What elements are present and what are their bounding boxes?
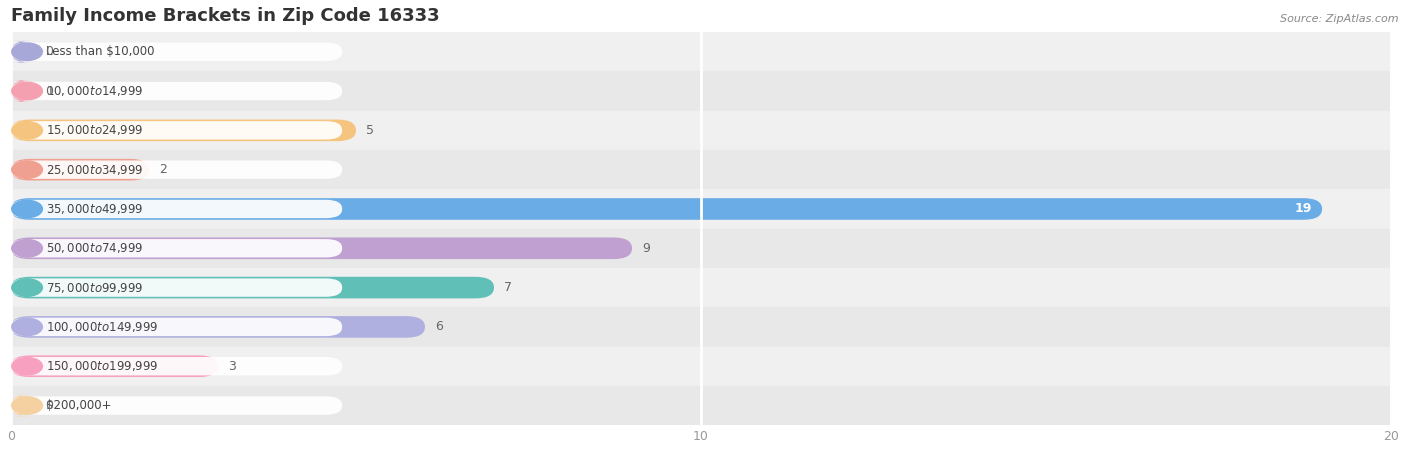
Text: 0: 0 (45, 399, 53, 412)
Text: $200,000+: $200,000+ (46, 399, 112, 412)
Bar (11, 268, 1391, 307)
Text: 0: 0 (45, 85, 53, 98)
FancyBboxPatch shape (11, 357, 342, 375)
Text: Source: ZipAtlas.com: Source: ZipAtlas.com (1281, 14, 1399, 23)
Text: Family Income Brackets in Zip Code 16333: Family Income Brackets in Zip Code 16333 (11, 7, 440, 25)
Text: 5: 5 (367, 124, 374, 137)
FancyBboxPatch shape (11, 200, 342, 218)
FancyBboxPatch shape (11, 318, 342, 336)
Circle shape (11, 318, 42, 336)
Bar (11, 229, 1391, 268)
Bar (11, 72, 1391, 111)
Text: $15,000 to $24,999: $15,000 to $24,999 (46, 123, 143, 137)
FancyBboxPatch shape (11, 120, 356, 141)
FancyBboxPatch shape (11, 159, 149, 180)
FancyBboxPatch shape (11, 238, 633, 259)
FancyBboxPatch shape (11, 198, 1322, 220)
FancyBboxPatch shape (11, 316, 425, 338)
Circle shape (11, 43, 42, 60)
Circle shape (11, 200, 42, 218)
Text: 2: 2 (159, 163, 167, 176)
Text: $100,000 to $149,999: $100,000 to $149,999 (46, 320, 159, 334)
FancyBboxPatch shape (11, 80, 32, 102)
FancyBboxPatch shape (11, 121, 342, 140)
FancyBboxPatch shape (11, 396, 342, 415)
Text: $25,000 to $34,999: $25,000 to $34,999 (46, 162, 143, 177)
Text: $35,000 to $49,999: $35,000 to $49,999 (46, 202, 143, 216)
Circle shape (11, 279, 42, 297)
FancyBboxPatch shape (11, 279, 342, 297)
Text: 7: 7 (505, 281, 512, 294)
Bar (11, 307, 1391, 346)
Bar (11, 386, 1391, 425)
Text: 6: 6 (436, 320, 443, 333)
Text: 3: 3 (228, 360, 236, 373)
Text: $10,000 to $14,999: $10,000 to $14,999 (46, 84, 143, 98)
Bar (11, 150, 1391, 189)
Bar (11, 111, 1391, 150)
FancyBboxPatch shape (11, 161, 342, 179)
Circle shape (11, 161, 42, 178)
Text: Less than $10,000: Less than $10,000 (46, 45, 155, 58)
Bar (11, 189, 1391, 229)
Text: 9: 9 (643, 242, 650, 255)
Text: 0: 0 (45, 45, 53, 58)
Bar (11, 32, 1391, 72)
Text: $75,000 to $99,999: $75,000 to $99,999 (46, 281, 143, 295)
FancyBboxPatch shape (11, 395, 32, 416)
Bar (11, 346, 1391, 386)
Circle shape (11, 357, 42, 375)
Text: $50,000 to $74,999: $50,000 to $74,999 (46, 241, 143, 255)
Text: 19: 19 (1295, 202, 1312, 216)
FancyBboxPatch shape (11, 356, 218, 377)
FancyBboxPatch shape (11, 41, 32, 63)
FancyBboxPatch shape (11, 277, 494, 298)
Text: $150,000 to $199,999: $150,000 to $199,999 (46, 359, 159, 373)
FancyBboxPatch shape (11, 82, 342, 100)
Circle shape (11, 239, 42, 257)
Circle shape (11, 122, 42, 139)
FancyBboxPatch shape (11, 239, 342, 257)
Circle shape (11, 82, 42, 100)
FancyBboxPatch shape (11, 42, 342, 61)
Circle shape (11, 397, 42, 414)
